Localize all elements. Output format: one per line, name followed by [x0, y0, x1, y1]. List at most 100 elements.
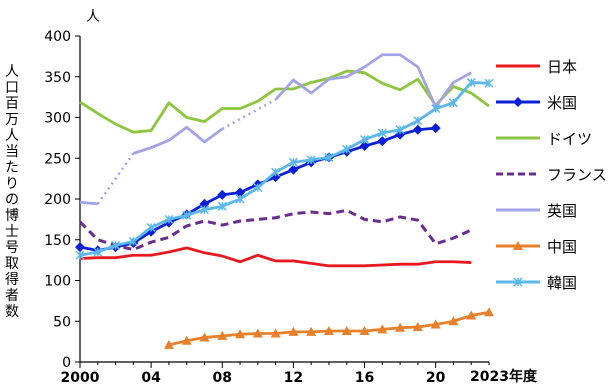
legend-item-6: 韓国 [496, 274, 577, 292]
data-point [430, 123, 441, 134]
data-point [377, 128, 387, 138]
data-point [395, 322, 406, 332]
x-tick-label: 08 [213, 370, 232, 386]
series-4 [79, 53, 472, 206]
y-tick-label: 200 [44, 192, 71, 208]
data-point [412, 124, 423, 135]
data-point [235, 187, 246, 198]
series-5 [163, 307, 494, 349]
x-axis-suffix: 2023年度 [470, 369, 537, 385]
x-tick-label: 12 [284, 370, 303, 386]
y-tick-label: 300 [44, 111, 71, 127]
y-tick-label: 400 [44, 29, 71, 45]
data-point [412, 321, 423, 331]
data-point [395, 125, 405, 135]
data-point [111, 240, 121, 250]
data-point [448, 316, 459, 326]
y-tick-label: 150 [44, 233, 71, 249]
legend-marker [513, 241, 523, 250]
chart-axes [79, 36, 489, 363]
series-gap-line [96, 152, 135, 205]
data-point [93, 247, 103, 257]
data-point [306, 155, 316, 165]
legend-label: 日本 [547, 58, 577, 76]
series-line [79, 69, 490, 134]
legend-label: 中国 [547, 238, 577, 256]
data-point [466, 77, 476, 87]
y-tick-label: 0 [62, 355, 71, 371]
data-point [253, 183, 263, 193]
data-point [217, 189, 228, 200]
legend-label: ドイツ [547, 130, 592, 148]
legend-label: 英国 [547, 202, 577, 220]
data-point [75, 242, 85, 253]
data-point [430, 319, 441, 329]
y-tick-label: 50 [53, 314, 71, 330]
series-line [79, 81, 490, 257]
data-point [181, 335, 192, 345]
series-0 [79, 246, 472, 268]
legend-item-1: 米国 [496, 94, 577, 112]
data-point [323, 326, 334, 336]
data-point [306, 326, 317, 336]
series-line [78, 208, 472, 252]
data-point [252, 328, 263, 338]
data-point [377, 136, 388, 147]
data-point [199, 205, 210, 215]
data-point [431, 104, 441, 114]
series-3 [78, 208, 472, 252]
data-point [288, 157, 298, 167]
series-line [274, 53, 472, 109]
x-tick-label: 04 [141, 370, 161, 386]
y-tick-label: 250 [44, 151, 71, 167]
data-point [484, 307, 494, 317]
series-line [132, 125, 224, 155]
data-point [324, 152, 334, 162]
data-point [146, 222, 156, 233]
data-point [217, 330, 228, 340]
chart-ticks: 0 50 100 150 200 250 300 350 400 2000 04 08 12 16 20 [44, 29, 490, 386]
data-point [217, 201, 227, 211]
legend-label: 韓国 [547, 274, 577, 292]
legend-label: フランス [547, 166, 607, 184]
data-point [75, 250, 85, 260]
series-2 [79, 69, 490, 134]
legend-marker [513, 277, 523, 287]
series-gap-line [221, 98, 277, 131]
y-axis-unit: 人 [86, 9, 100, 25]
data-point [235, 329, 246, 339]
data-point [182, 210, 192, 220]
y-axis-label: 人口百万人当たりの博士号取得者数 [5, 64, 19, 320]
data-point [163, 339, 174, 349]
legend-item-5: 中国 [496, 238, 577, 256]
chart-series [75, 53, 494, 349]
legend-item-4: 英国 [496, 202, 577, 220]
data-point [359, 134, 370, 145]
data-point [466, 310, 477, 320]
data-point [359, 141, 370, 152]
x-tick-label: 16 [355, 370, 374, 386]
data-point [199, 332, 210, 342]
data-point [413, 116, 423, 126]
y-tick-label: 350 [44, 70, 71, 86]
series-line [79, 200, 98, 206]
x-tick-label: 2000 [61, 370, 100, 386]
legend-marker [513, 97, 523, 107]
data-point [235, 194, 245, 204]
data-point [342, 144, 352, 154]
data-point [271, 167, 281, 177]
series-line [79, 246, 472, 268]
data-point [288, 326, 299, 336]
data-point [359, 326, 370, 336]
legend-item-0: 日本 [496, 58, 577, 76]
data-point [270, 328, 281, 338]
data-point [341, 326, 352, 336]
data-point [288, 164, 299, 175]
series-6 [75, 77, 494, 260]
x-tick-label: 20 [426, 370, 446, 386]
y-tick-label: 100 [44, 274, 71, 290]
legend-item-3: フランス [496, 166, 607, 184]
data-point [128, 236, 138, 246]
